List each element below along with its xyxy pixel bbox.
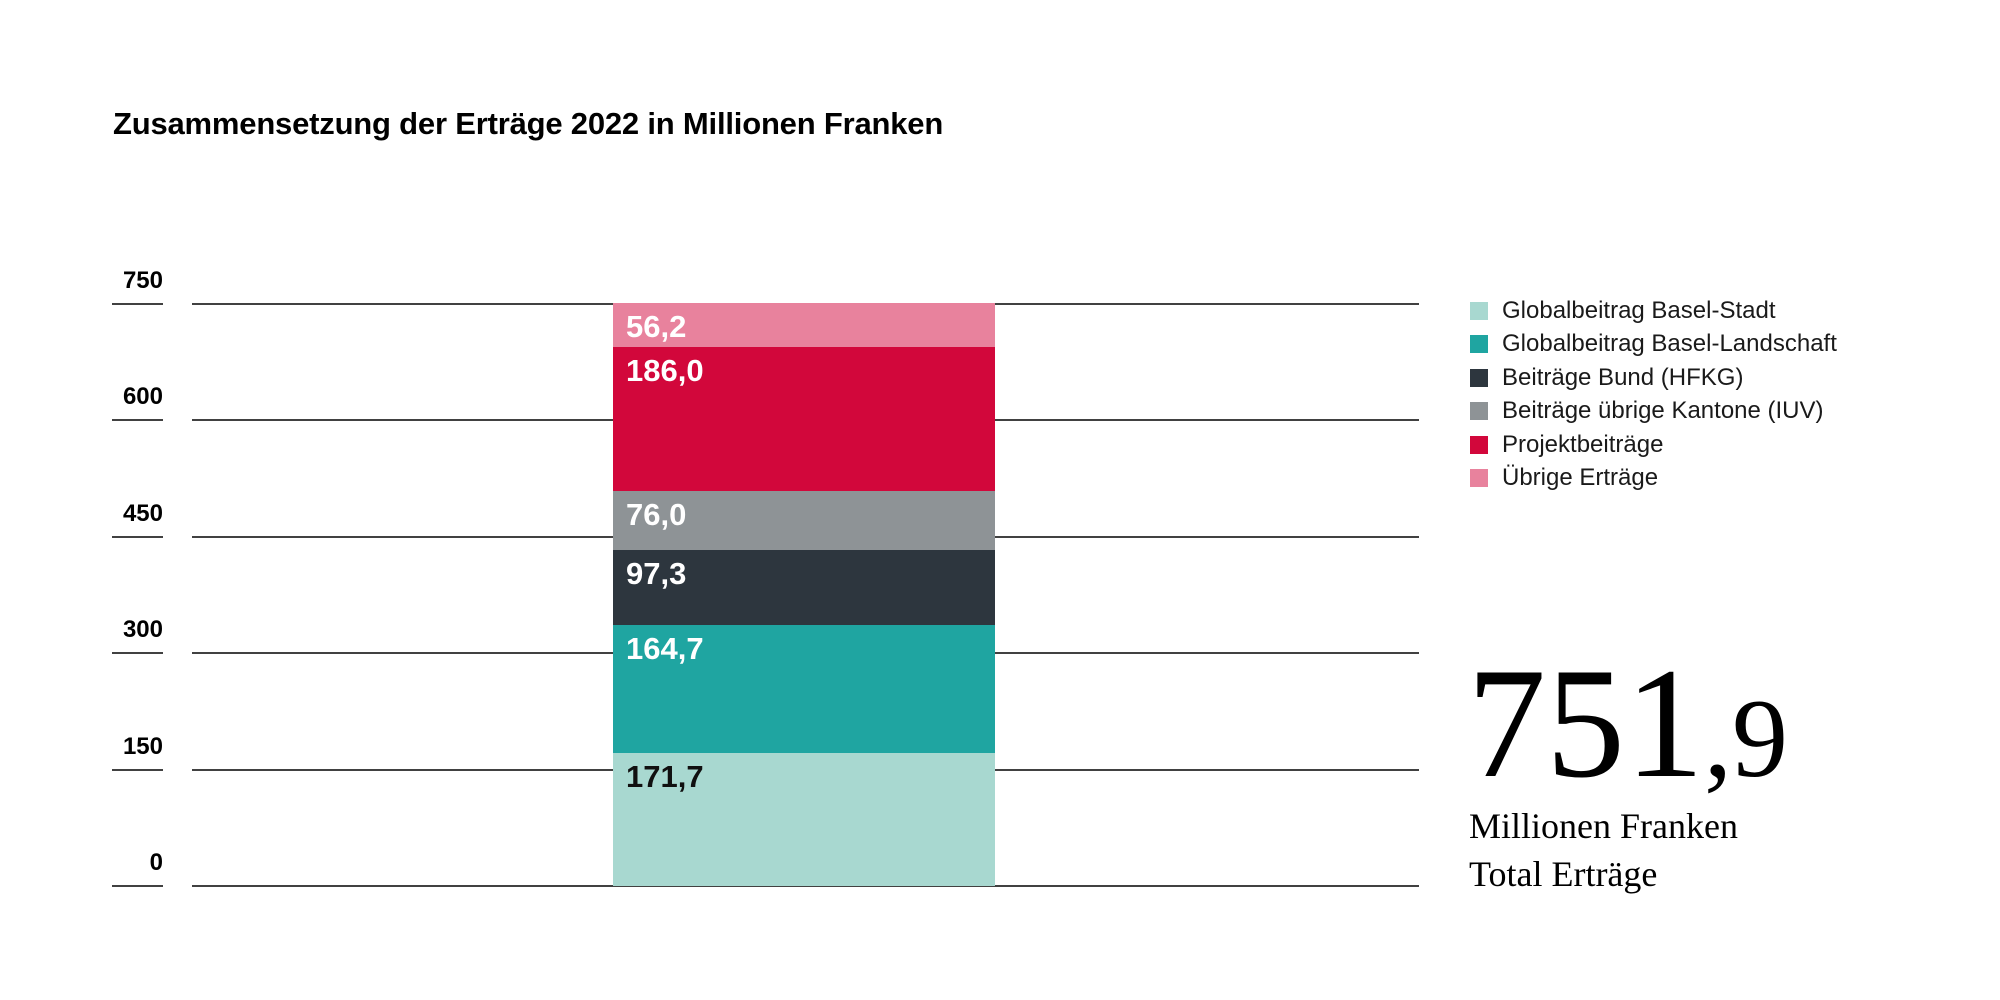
legend-swatch [1470, 302, 1488, 320]
y-tick-label: 600 [122, 383, 163, 410]
y-tick-label: 300 [122, 616, 163, 643]
total-value-integer: 751 [1467, 636, 1704, 811]
bar-segment-uebrige-ertraege: 56,2 [613, 303, 995, 347]
y-tick-label: 450 [122, 500, 163, 527]
bar-segment-beitraege-uebrige-kantone: 76,0 [613, 490, 995, 550]
legend-item: Beiträge übrige Kantone (IUV) [1470, 399, 1837, 423]
bar-segment-globalbeitrag-basel-landschaft: 164,7 [613, 625, 995, 753]
legend-swatch [1470, 368, 1488, 387]
segment-value-label: 164,7 [626, 631, 704, 667]
bar-segment-globalbeitrag-basel-stadt: 171,7 [613, 752, 995, 886]
legend-label: Projektbeiträge [1502, 430, 1664, 458]
legend-swatch [1470, 435, 1488, 454]
legend-swatch [1470, 402, 1488, 421]
legend-swatch [1470, 335, 1488, 354]
legend-label: Globalbeitrag Basel-Landschaft [1502, 330, 1837, 358]
y-tick-label: 150 [122, 733, 163, 760]
bar-segment-beitraege-bund: 97,3 [613, 549, 995, 626]
y-tick-label: 0 [149, 849, 163, 876]
total-value: 751,9 [1467, 645, 1788, 818]
y-tick-mark [112, 536, 163, 538]
bar-segment-projektbeitraege: 186,0 [613, 346, 995, 491]
legend-label: Beiträge übrige Kantone (IUV) [1502, 397, 1824, 425]
y-tick-mark [112, 769, 163, 771]
segment-value-label: 186,0 [626, 352, 704, 388]
legend-swatch [1470, 468, 1488, 487]
total-caption-line2: Total Erträge [1469, 854, 1658, 894]
y-tick-mark [112, 885, 163, 887]
segment-value-label: 97,3 [626, 555, 687, 591]
y-tick-mark [112, 419, 163, 421]
legend-label: Beiträge Bund (HFKG) [1502, 363, 1744, 391]
y-tick-mark [112, 303, 163, 305]
y-tick-mark [112, 652, 163, 654]
legend-item: Projektbeiträge [1470, 430, 1837, 458]
legend-item: Globalbeitrag Basel-Landschaft [1470, 332, 1837, 356]
legend-item: Globalbeitrag Basel-Stadt [1470, 299, 1837, 323]
legend-label: Globalbeitrag Basel-Stadt [1502, 297, 1776, 324]
legend-label: Übrige Erträge [1502, 463, 1659, 491]
chart-title: Zusammensetzung der Erträge 2022 in Mill… [113, 106, 944, 141]
legend-item: Übrige Erträge [1470, 463, 1837, 491]
stacked-bar: 56,2 186,0 76,0 97,3 164,7 171,7 [613, 303, 995, 886]
total-value-decimal: ,9 [1704, 677, 1788, 801]
total-caption: Millionen Franken Total Erträge [1469, 802, 1738, 898]
legend: Globalbeitrag Basel-Stadt Globalbeitrag … [1470, 299, 1837, 499]
segment-value-label: 76,0 [626, 496, 687, 532]
legend-item: Beiträge Bund (HFKG) [1470, 363, 1837, 391]
y-tick-label: 750 [122, 267, 163, 294]
total-caption-line1: Millionen Franken [1469, 806, 1738, 846]
gridline [192, 885, 1419, 887]
segment-value-label: 56,2 [626, 309, 687, 344]
segment-value-label: 171,7 [626, 758, 704, 794]
